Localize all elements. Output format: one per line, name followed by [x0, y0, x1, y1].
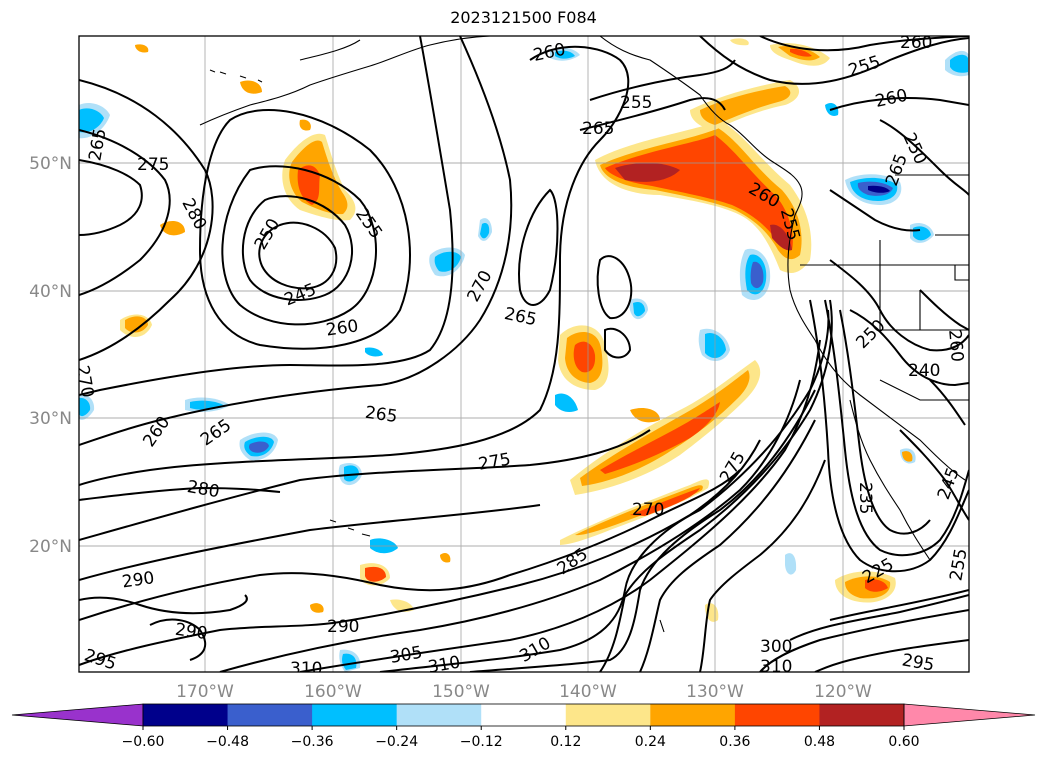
contour-label: 255 [946, 547, 971, 582]
colorbar-segment [650, 704, 736, 726]
lat-labels: 50°N 40°N 30°N 20°N [29, 154, 72, 557]
colorbar-segment [143, 704, 229, 726]
lon-labels: 170°W 160°W 150°W 140°W 130°W 120°W [176, 682, 872, 702]
contour-label: 260 [900, 33, 932, 53]
contour-label: 235 [855, 482, 875, 514]
lon-label: 130°W [686, 682, 744, 702]
colorbar-tick-label: −0.24 [375, 734, 418, 750]
lon-label: 170°W [176, 682, 234, 702]
lon-label: 150°W [432, 682, 490, 702]
map-area [79, 36, 969, 672]
colorbar-frame [142, 703, 905, 727]
contour-label: 310 [427, 652, 462, 677]
lon-label: 140°W [559, 682, 617, 702]
gridlines [79, 36, 969, 672]
colorbar-tick-label: 0.48 [804, 734, 835, 750]
colorbar-tick-label: 0.24 [635, 734, 666, 750]
colorbar-segment [481, 704, 567, 726]
contour-label: 260 [944, 329, 967, 363]
colorbar-segment [734, 704, 820, 726]
contour-label: 295 [900, 650, 935, 675]
contour-lines [79, 36, 969, 672]
contour-label: 310 [760, 657, 792, 677]
contour-label: 310 [290, 659, 322, 679]
colorbar-extend-high [903, 703, 1036, 727]
colorbar-tick-label: 0.12 [550, 734, 581, 750]
lon-label: 160°W [304, 682, 362, 702]
colorbar: −0.60 −0.48 −0.36 −0.24 −0.12 0.12 0.24 0.36 0.4… [11, 703, 1036, 750]
contour-label: 300 [760, 637, 792, 657]
colorbar-tick-label: 0.60 [888, 734, 919, 750]
colorbar-segment [227, 704, 313, 726]
colorbar-segment [565, 704, 651, 726]
lat-label: 20°N [29, 537, 72, 557]
map-frame [78, 35, 970, 673]
colorbar-segment [312, 704, 398, 726]
coastlines [199, 36, 969, 633]
contour-label: 290 [174, 620, 209, 644]
colorbar-tick-label: 0.36 [719, 734, 750, 750]
contour-label: 290 [327, 617, 359, 637]
colorbar-segment [396, 704, 482, 726]
colorbar-extend-low [11, 703, 144, 727]
lat-label: 50°N [29, 154, 72, 174]
contour-label: 265 [364, 403, 399, 427]
shaded-field [79, 38, 969, 672]
colorbar-tick-label: −0.60 [122, 734, 165, 750]
contour-label: 290 [121, 568, 156, 592]
contour-label: 260 [325, 316, 360, 340]
contour-label: 255 [620, 93, 652, 113]
contour-label: 270 [632, 500, 664, 520]
contour-label: 270 [72, 364, 97, 399]
colorbar-tick-label: −0.48 [206, 734, 249, 750]
colorbar-tick-label: −0.36 [291, 734, 334, 750]
contour-label: 240 [908, 361, 940, 381]
lat-label: 30°N [29, 409, 72, 429]
lat-label: 40°N [29, 282, 72, 302]
map-title: 2023121500 F084 [450, 8, 597, 27]
contour-label: 275 [137, 155, 169, 175]
contour-label: 265 [582, 119, 614, 139]
colorbar-tick-label: −0.12 [460, 734, 503, 750]
lon-label: 120°W [814, 682, 872, 702]
colorbar-segment [819, 704, 905, 726]
